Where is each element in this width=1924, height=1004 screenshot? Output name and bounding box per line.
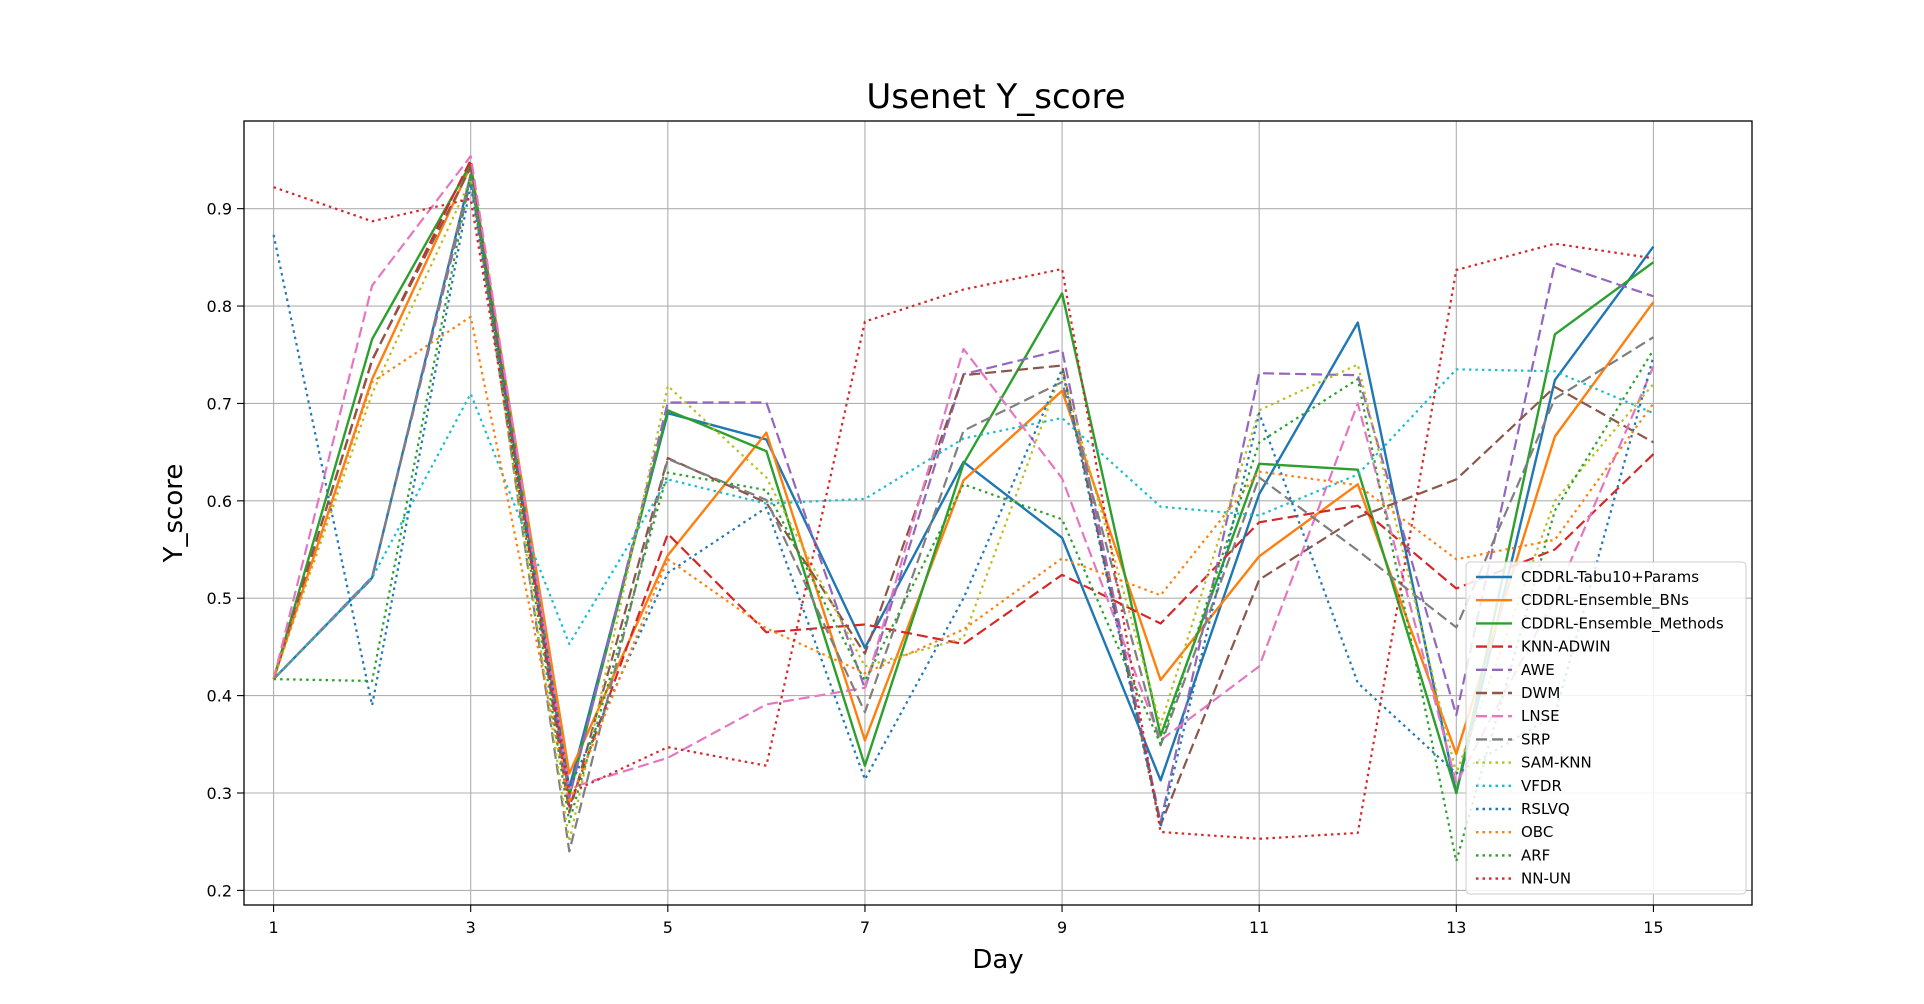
legend-box <box>1465 561 1747 895</box>
legend-entry-13: NN-UN <box>1521 870 1571 888</box>
legend-entry-10: RSLVQ <box>1521 800 1570 818</box>
legend-entry-6: LNSE <box>1521 707 1560 725</box>
series-line-6 <box>272 155 1655 790</box>
y-tick-label: 0.8 <box>207 297 232 316</box>
legend-entry-2: CDDRL-Ensemble_Methods <box>1521 614 1724 633</box>
x-tick-label: 5 <box>663 918 673 937</box>
series-line-9 <box>272 368 1654 680</box>
legend-entry-5: DWM <box>1521 684 1560 702</box>
axis-ticks: 1 3 5 7 9 11 13 150.20.30.40.50.60.70.80.9 <box>207 200 1664 937</box>
chart-title: Usenet Y_score <box>866 77 1125 117</box>
y-tick-label: 0.5 <box>207 589 232 608</box>
x-tick-label: 9 <box>1057 918 1067 937</box>
series-lines <box>272 155 1655 863</box>
series-line-13 <box>273 186 1654 840</box>
plot-frame <box>243 120 1753 906</box>
x-tick-label: 1 <box>268 918 278 937</box>
series-line-8 <box>272 178 1655 843</box>
y-tick-label: 0.9 <box>207 200 232 219</box>
legend-entry-8: SAM-KNN <box>1521 754 1592 772</box>
legend-entry-0: CDDRL-Tabu10+Params <box>1521 568 1699 586</box>
legend-entry-4: AWE <box>1521 661 1555 679</box>
y-tick-label: 0.3 <box>207 784 232 803</box>
series-line-10 <box>272 183 1655 829</box>
y-axis-title: Y_score <box>159 464 189 564</box>
legend-entry-12: ARF <box>1521 846 1550 864</box>
legend-entry-7: SRP <box>1521 730 1550 748</box>
x-axis-title: Day <box>972 945 1023 975</box>
legend: CDDRL-Tabu10+Params CDDRL-Ensemble_BNs CDD… <box>1465 561 1747 895</box>
legend-entry-11: OBC <box>1521 823 1553 841</box>
legend-entry-9: VFDR <box>1521 777 1562 795</box>
x-tick-label: 3 <box>466 918 476 937</box>
x-tick-label: 15 <box>1643 918 1663 937</box>
y-tick-label: 0.7 <box>207 394 232 413</box>
legend-entry-3: KNN-ADWIN <box>1521 638 1611 656</box>
y-tick-label: 0.4 <box>207 687 232 706</box>
series-line-5 <box>272 166 1654 827</box>
x-tick-label: 11 <box>1249 918 1269 937</box>
y-tick-label: 0.2 <box>207 881 232 900</box>
x-tick-label: 7 <box>860 918 870 937</box>
y-tick-label: 0.6 <box>207 492 232 511</box>
series-line-12 <box>273 173 1655 863</box>
x-tick-label: 13 <box>1446 918 1466 937</box>
legend-entry-1: CDDRL-Ensemble_BNs <box>1521 591 1689 610</box>
